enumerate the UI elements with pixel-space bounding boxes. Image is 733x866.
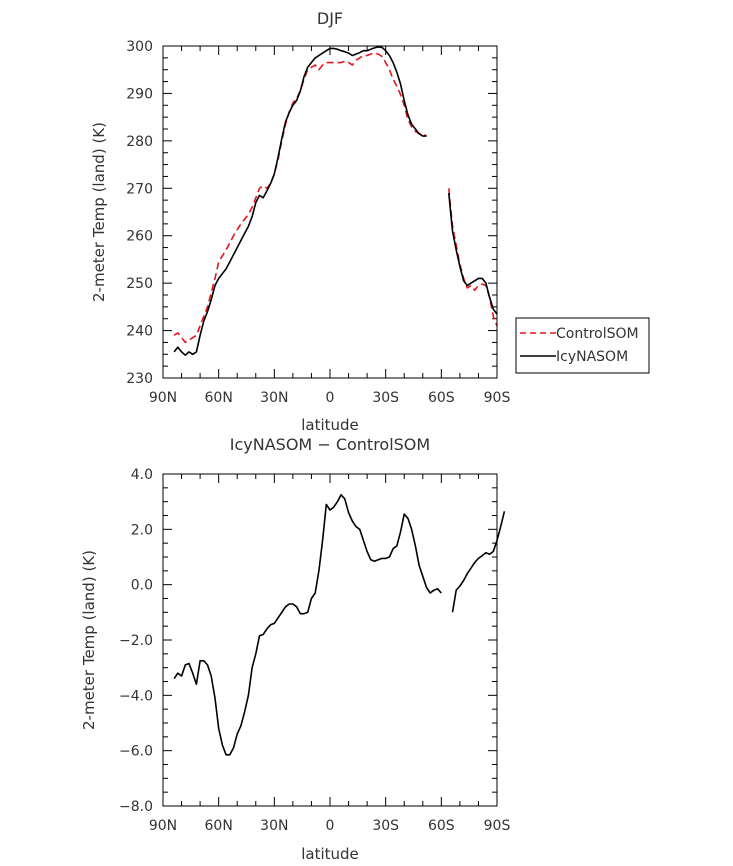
legend-box	[515, 317, 650, 374]
y-tick-label: −4.0	[119, 688, 153, 704]
x-tick-label: 30S	[372, 390, 399, 406]
bottom-series	[173, 494, 506, 756]
x-tick-label: 90N	[149, 818, 177, 834]
bottom-chart-title: IcyNASOM − ControlSOM	[230, 435, 430, 454]
x-tick-label: 90S	[484, 390, 511, 406]
top-plot-frame	[162, 45, 498, 379]
top-y-axis-label: 2-meter Temp (land) (K)	[90, 122, 108, 302]
legend-label-icynasom: IcyNASOM	[556, 349, 628, 365]
y-tick-label: 240	[126, 324, 153, 340]
y-tick-label: 290	[126, 86, 153, 102]
bottom-y-axis-label: 2-meter Temp (land) (K)	[80, 550, 98, 730]
y-tick-label: −8.0	[119, 799, 153, 815]
series-line-series-0	[451, 511, 506, 613]
y-tick-label: 300	[126, 39, 153, 55]
top-x-axis-label: latitude	[301, 416, 359, 434]
top-chart-title: DJF	[317, 9, 343, 28]
x-tick-label: 0	[326, 818, 335, 834]
top-ticks: 230 240 250 260 270 280 290 300 90N 60N 30N 0 30S 60S…	[126, 39, 510, 406]
bottom-ticks: −8.0 −6.0 −4.0 −2.0 0.0 2.0 4.0 90N 60N 30N 0 30S 60…	[119, 467, 510, 834]
y-tick-label: 250	[126, 276, 153, 292]
x-tick-label: 30S	[372, 818, 399, 834]
x-tick-label: 90S	[484, 818, 511, 834]
series-line-controlsom	[173, 52, 427, 344]
x-tick-label: 60S	[428, 390, 455, 406]
series-line-icynasom	[448, 192, 498, 315]
x-tick-label: 60N	[205, 390, 233, 406]
y-tick-label: 260	[126, 229, 153, 245]
y-tick-label: 270	[126, 181, 153, 197]
x-tick-label: 30N	[260, 818, 288, 834]
y-tick-label: −6.0	[119, 744, 153, 760]
legend-label-controlsom: ControlSOM	[556, 326, 639, 342]
x-tick-label: 0	[326, 390, 335, 406]
series-line-icynasom	[173, 46, 427, 356]
top-series	[173, 46, 498, 356]
x-tick-label: 30N	[260, 390, 288, 406]
y-tick-label: −2.0	[119, 633, 153, 649]
x-tick-label: 90N	[149, 390, 177, 406]
y-tick-label: 280	[126, 134, 153, 150]
x-tick-label: 60N	[205, 818, 233, 834]
y-tick-label: 230	[126, 371, 153, 387]
bottom-plot-frame	[162, 473, 498, 807]
legend: ControlSOM IcyNASOM	[515, 317, 650, 374]
series-line-series-0	[173, 494, 442, 756]
y-tick-label: 0.0	[131, 578, 153, 594]
bottom-x-axis-label: latitude	[301, 845, 359, 863]
bottom-panel: IcyNASOM − ControlSOM −8.0 −6.0 −4.0 −2.0 0.…	[80, 435, 510, 863]
top-panel: DJF 230 240 250 260 270 280 290 300 90N 60N 30N 0 30…	[90, 9, 650, 434]
series-line-controlsom	[448, 188, 498, 327]
y-tick-label: 2.0	[131, 522, 153, 538]
x-tick-label: 60S	[428, 818, 455, 834]
y-tick-label: 4.0	[131, 467, 153, 483]
